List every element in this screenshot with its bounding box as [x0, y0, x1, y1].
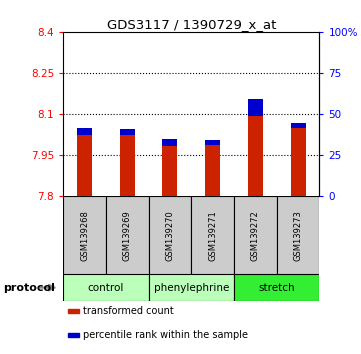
- Bar: [149, 274, 234, 301]
- Text: GSM139272: GSM139272: [251, 210, 260, 261]
- Bar: [234, 274, 319, 301]
- Bar: [149, 196, 191, 274]
- Text: percentile rank within the sample: percentile rank within the sample: [83, 330, 248, 340]
- Text: phenylephrine: phenylephrine: [154, 282, 229, 293]
- Bar: [120, 135, 135, 196]
- Text: GSM139268: GSM139268: [80, 210, 89, 261]
- Text: GSM139270: GSM139270: [165, 210, 174, 261]
- Text: GSM139273: GSM139273: [293, 210, 303, 261]
- Bar: [205, 145, 220, 196]
- Bar: [63, 196, 106, 274]
- Bar: [162, 139, 178, 146]
- Bar: [63, 274, 149, 301]
- Text: GSM139269: GSM139269: [123, 210, 132, 261]
- Bar: [68, 333, 79, 337]
- Bar: [234, 196, 277, 274]
- Bar: [77, 129, 92, 135]
- Bar: [162, 146, 178, 196]
- Bar: [205, 140, 220, 145]
- Title: GDS3117 / 1390729_x_at: GDS3117 / 1390729_x_at: [106, 18, 276, 31]
- Bar: [291, 123, 306, 128]
- Bar: [291, 128, 306, 196]
- Bar: [191, 196, 234, 274]
- Text: protocol: protocol: [4, 282, 56, 293]
- Text: stretch: stretch: [258, 282, 295, 293]
- Text: transformed count: transformed count: [83, 306, 173, 316]
- Text: control: control: [88, 282, 124, 293]
- Bar: [248, 99, 263, 115]
- Bar: [68, 309, 79, 313]
- Bar: [248, 99, 263, 196]
- Text: GSM139271: GSM139271: [208, 210, 217, 261]
- Bar: [120, 129, 135, 135]
- Bar: [106, 196, 149, 274]
- Bar: [77, 135, 92, 196]
- Bar: [277, 196, 319, 274]
